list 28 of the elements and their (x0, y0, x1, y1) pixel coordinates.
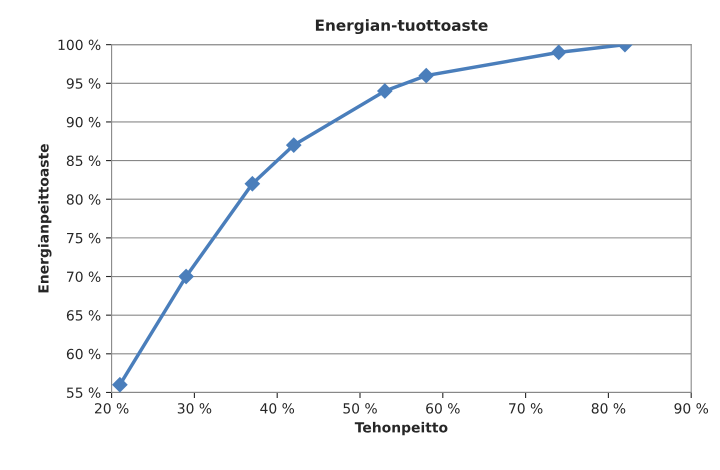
y-tick-label: 70 % (67, 271, 100, 282)
y-tick-label: 55 % (66, 387, 100, 398)
y-tick-label: 80 % (66, 194, 100, 205)
point (178, 268, 194, 284)
x-tick-label: 60 % (426, 403, 460, 414)
point (418, 68, 434, 84)
chart-title: Energian-tuottoaste (316, 19, 488, 34)
x-tick-label: 80 % (592, 403, 626, 414)
point (551, 44, 566, 60)
x-tick-label: 70 % (509, 403, 542, 414)
x-tick-label: 90 % (674, 403, 708, 414)
x-axis-title: Tehonpeitto (354, 422, 448, 436)
y-tick-label: 60 % (66, 348, 100, 360)
y-tick-label: 95 % (66, 78, 100, 89)
y-tick-label: 90 % (66, 116, 100, 128)
x-tick-label: 30 % (178, 403, 212, 414)
point (377, 83, 392, 99)
point (286, 138, 302, 153)
x-tick-label: 50 % (343, 403, 377, 414)
y-tick-label: 65 % (66, 310, 100, 321)
y-axis-title: Energianpeittoaste (38, 144, 52, 292)
x-tick-label: 40 % (260, 403, 294, 414)
y-tick-label: 85 % (66, 156, 100, 166)
point (244, 176, 260, 192)
y-tick-label: 75 % (67, 232, 100, 244)
point (112, 377, 128, 392)
y-tick-label: 100 % (58, 40, 100, 50)
x-tick-label: 20 % (94, 403, 128, 414)
